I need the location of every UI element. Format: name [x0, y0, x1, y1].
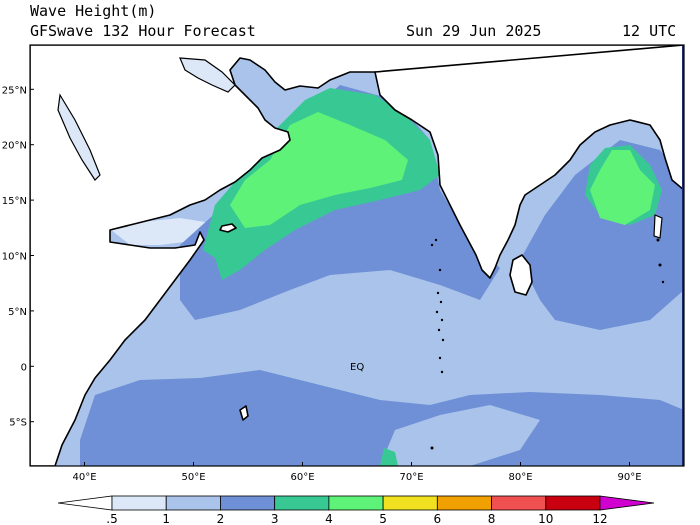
lon-tick-label: 70°E: [399, 472, 423, 483]
colorbar-swatch: [546, 496, 600, 510]
colorbar-arrow-low: [58, 496, 112, 510]
colorbar-label: .5: [106, 512, 117, 525]
colorbar-swatch: [166, 496, 220, 510]
equator-label: EQ: [350, 362, 364, 373]
colorbar-swatch: [220, 496, 274, 510]
colorbar-label: 2: [217, 512, 225, 525]
lon-tick-label: 40°E: [72, 472, 96, 483]
latitude-axis: 25°N 20°N 15°N 10°N 5°N 0 5°S: [2, 85, 34, 428]
colorbar-swatch: [275, 496, 329, 510]
colorbar-label: 5: [379, 512, 387, 525]
colorbar-label: 4: [325, 512, 333, 525]
colorbar-label: 10: [538, 512, 553, 525]
colorbar-label: 12: [592, 512, 607, 525]
lat-tick-label: 5°N: [8, 307, 27, 318]
colorbar-label: 1: [162, 512, 170, 525]
lat-tick-label: 25°N: [2, 85, 27, 96]
lon-tick-label: 90°E: [617, 472, 641, 483]
lat-tick-label: 15°N: [2, 196, 27, 207]
lon-tick-label: 50°E: [181, 472, 205, 483]
colorbar-label: 3: [271, 512, 279, 525]
colorbar-swatch: [437, 496, 491, 510]
colorbar-arrow-high: [600, 496, 654, 510]
lon-tick-label: 80°E: [508, 472, 532, 483]
colorbar-swatch: [492, 496, 546, 510]
lat-tick-label: 5°S: [9, 418, 27, 429]
colorbar-swatch: [329, 496, 383, 510]
colorbar-swatch: [112, 496, 166, 510]
colorbar-label: 6: [434, 512, 442, 525]
lat-tick-label: 10°N: [2, 252, 27, 263]
lon-tick-label: 60°E: [290, 472, 314, 483]
lat-tick-label: 20°N: [2, 141, 27, 152]
lat-tick-label: 0: [21, 362, 27, 373]
andaman-islands: [654, 215, 662, 238]
colorbar-swatch: [383, 496, 437, 510]
colorbar: .5 1 2 3 4 5 6 8 10 12: [58, 496, 654, 525]
colorbar-label: 8: [488, 512, 496, 525]
map-field: [30, 45, 684, 466]
